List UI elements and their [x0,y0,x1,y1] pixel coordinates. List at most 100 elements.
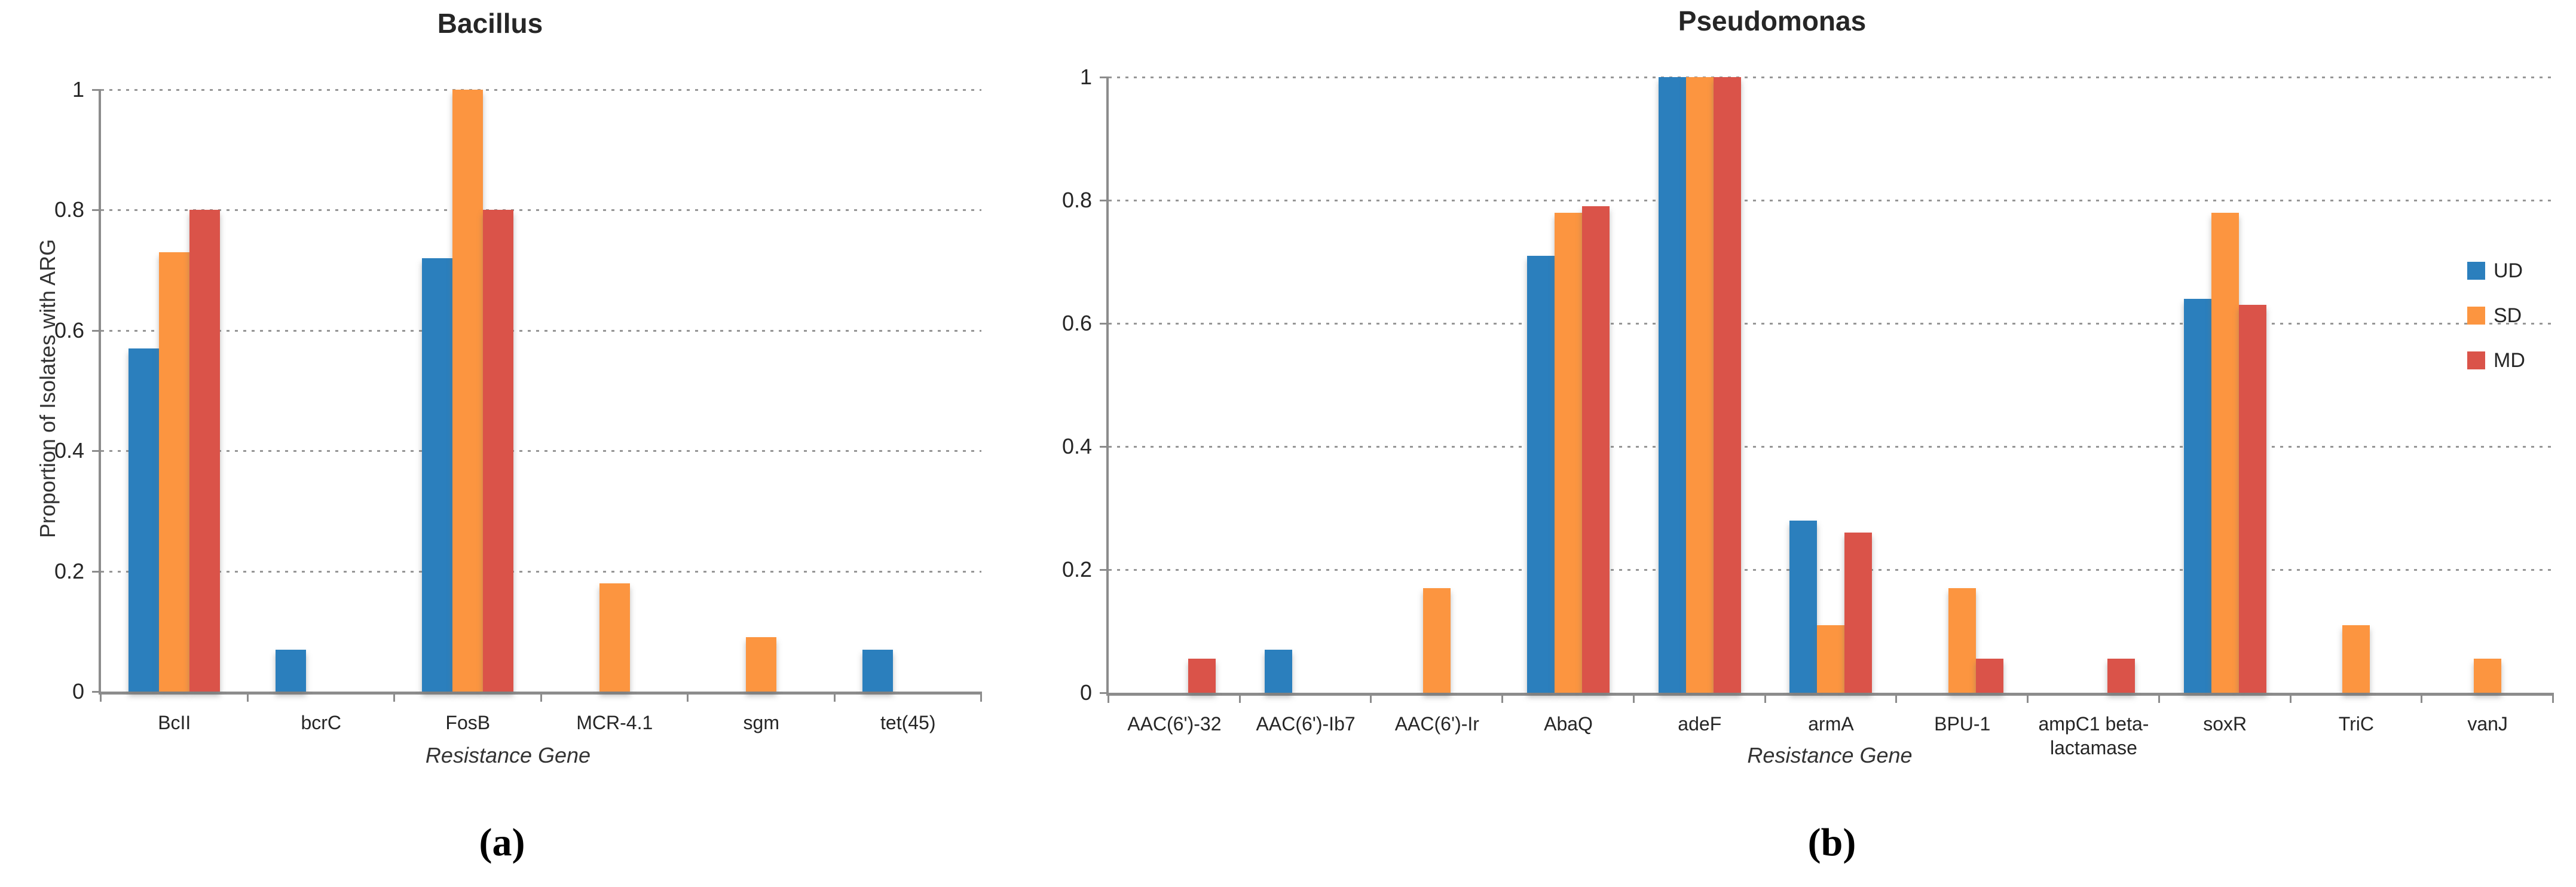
bar-group [2291,77,2422,693]
bar-ud-adeF [1658,77,1686,693]
bar-ud-FosB [422,258,453,692]
legend-label-md: MD [2494,349,2525,372]
gridline [101,209,981,212]
y-tick-mark [1100,692,1109,694]
x-category-label: sgm [743,712,779,733]
x-tick-mark [687,692,689,702]
chart-bacillus: Bacillus Proportion of Isolates with ARG… [0,0,1016,887]
x-tick-mark [2027,693,2029,703]
bar-md-adeF [1713,77,1741,693]
bar-ud-armA [1789,520,1818,693]
x-category-label: bcrC [301,712,342,733]
x-tick-mark [540,692,542,702]
x-tick-mark [1895,693,1898,703]
bar-group [1766,77,1897,693]
bar-group [394,90,541,692]
bar-group [1503,77,1634,693]
x-category-labels: AAC(6')-32 AAC(6')-Ib7 AAC(6')-Ir AbaQ adeF a… [1109,712,2553,766]
bar-group [2028,77,2159,693]
x-category-label: AAC(6')-Ir [1394,713,1479,735]
bar-group [2422,77,2553,693]
x-tick-mark [2289,693,2292,703]
bar-group [2159,77,2291,693]
x-tick-mark [2158,693,2160,703]
x-tick-mark [100,692,102,702]
x-category-label: AAC(6')-Ib7 [1256,713,1356,735]
x-tick-mark [1238,693,1241,703]
y-tick-label: 0.8 [1061,188,1092,212]
legend-item-sd: SD [2467,304,2525,327]
y-tick-mark [92,570,101,573]
chart-title-bacillus: Bacillus [437,8,543,39]
gridline [1109,446,2553,448]
bar-ud-tet(45) [862,649,893,692]
bar-sd-MCR-4.1 [599,583,630,692]
legend: UD SD MD [2467,261,2525,396]
x-tick-mark [833,692,836,702]
gridline [1109,323,2553,325]
y-tick-label: 0.2 [1061,557,1092,582]
plot-area-pseudomonas: 0 0.2 0.4 0.6 0.8 1 AAC(6')-32 AAC(6')-Ib7 AAC(… [1062,65,2554,758]
y-tick-mark [92,89,101,91]
gridline [101,329,981,332]
y-tick-mark [1100,77,1109,78]
y-tick-label: 0.4 [54,438,84,463]
y-tick-mark [1100,446,1109,448]
x-category-label: AbaQ [1544,713,1593,735]
bar-sd-FosB [452,90,484,692]
bar-ud-AAC(6')-Ib7 [1264,649,1292,693]
y-tick-label: 0.2 [54,558,84,583]
bars [1109,77,2553,693]
bar-md-AbaQ [1582,206,1610,693]
bar-sd-adeF [1685,77,1714,693]
caption-b: (b) [1807,821,1856,864]
bar-group [1896,77,2028,693]
chart-pseudomonas: Pseudomonas 0 0.2 0.4 0.6 0.8 1 AAC(6')-32 AAC… [1016,0,2576,887]
bar-sd-sgm [746,637,777,692]
x-category-label: armA [1808,713,1854,735]
x-category-label: tet(45) [880,712,936,733]
bar-sd-vanJ [2474,659,2502,693]
x-category-label: MCR-4.1 [576,712,653,733]
x-axis-title: Resistance Gene [425,743,591,767]
x-tick-mark [393,692,395,702]
x-axis-title: Resistance Gene [1747,743,1913,767]
x-category-label: AAC(6')-32 [1127,713,1222,735]
x-tick-mark [246,692,249,702]
gridline [101,570,981,573]
y-tick-labels: 0 0.2 0.4 0.6 0.8 1 [1013,65,1109,705]
bar-group [688,90,835,692]
bar-ud-soxR [2183,298,2211,693]
bar-group [248,90,395,692]
gridlines [101,89,981,692]
x-tick-mark [1632,693,1635,703]
gridline [101,450,981,452]
bar-ud-AbaQ [1527,255,1555,693]
y-tick-label: 1 [72,77,84,102]
bar-group [1240,77,1372,693]
y-tick-mark [92,329,101,332]
x-category-labels: BcII bcrC FosB MCR-4.1 sgm tet(45) [101,711,981,764]
bar-sd-soxR [2211,212,2239,693]
y-tick-labels: 0 0.2 0.4 0.6 0.8 1 [5,78,101,704]
y-tick-label: 1 [1079,65,1092,89]
bar-sd-BPU-1 [1948,588,1977,693]
bar-ud-bcrC [275,649,306,692]
bar-md-AAC(6')-32 [1188,659,1216,693]
y-tick-label: 0.6 [1061,311,1092,335]
legend-label-sd: SD [2494,304,2522,327]
gridlines [1109,77,2553,693]
y-tick-label: 0 [1079,680,1092,705]
bar-group [101,90,248,692]
bar-md-BPU-1 [1976,659,2004,693]
caption-a: (a) [479,821,525,864]
bar-sd-TriC [2342,625,2370,693]
gridline [101,89,981,91]
legend-item-ud: UD [2467,261,2525,281]
x-tick-marks [100,692,982,705]
x-category-label: soxR [2203,713,2247,735]
bar-sd-BcII [159,252,190,692]
bar-sd-AAC(6')-Ir [1423,588,1451,693]
x-category-label: ampC1 beta-lactamase [2038,713,2149,758]
